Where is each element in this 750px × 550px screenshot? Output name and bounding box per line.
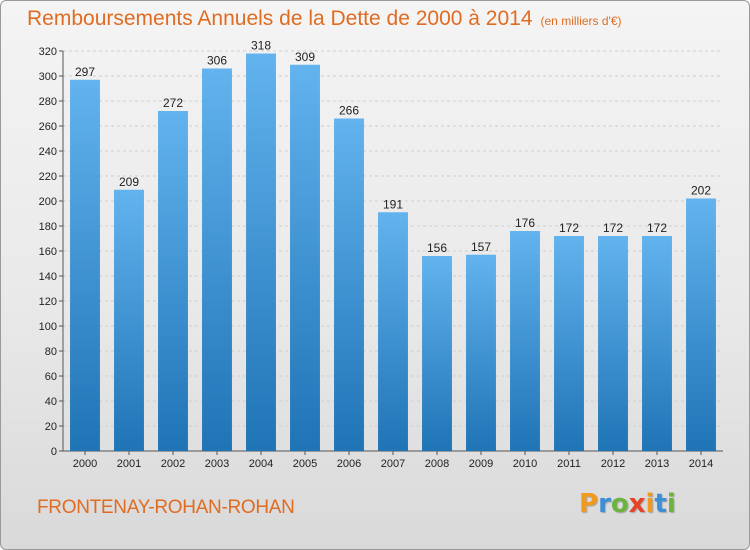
chart-title-text: Remboursements Annuels de la Dette de 20… (27, 7, 533, 30)
value-label: 172 (647, 221, 667, 235)
y-tick-label: 220 (39, 171, 57, 183)
bar-2000 (70, 79, 100, 451)
value-label: 202 (691, 184, 711, 198)
x-tick-label: 2011 (557, 458, 581, 470)
y-tick-label: 300 (39, 71, 57, 83)
bar-2011 (554, 236, 584, 451)
chart-title: Remboursements Annuels de la Dette de 20… (27, 7, 622, 31)
x-tick-label: 2007 (381, 458, 405, 470)
value-label: 309 (295, 50, 315, 64)
bar-2013 (642, 236, 672, 451)
value-label: 157 (471, 240, 491, 254)
value-label: 172 (603, 221, 623, 235)
proxiti-logo: Proxiti (579, 489, 676, 519)
bar-2006 (334, 118, 364, 451)
value-label: 272 (163, 96, 183, 110)
y-tick-label: 140 (39, 271, 57, 283)
value-label: 318 (251, 39, 271, 53)
y-tick-label: 180 (39, 221, 57, 233)
y-tick-label: 20 (45, 421, 57, 433)
bar-2007 (378, 212, 408, 451)
bar-2002 (158, 111, 188, 451)
bar-2008 (422, 256, 452, 451)
bar-2005 (290, 64, 320, 451)
chart-unit: (en milliers d'€) (540, 14, 622, 28)
commune-name: FRONTENAY-ROHAN-ROHAN (37, 497, 295, 518)
bar-2012 (598, 236, 628, 451)
bar-2014 (686, 198, 716, 451)
y-tick-label: 200 (39, 196, 57, 208)
x-tick-label: 2000 (73, 458, 97, 470)
y-tick-label: 60 (45, 371, 57, 383)
y-tick-label: 280 (39, 96, 57, 108)
x-tick-label: 2008 (425, 458, 449, 470)
x-tick-label: 2010 (513, 458, 537, 470)
x-tick-label: 2006 (337, 458, 361, 470)
x-tick-label: 2002 (161, 458, 185, 470)
bar-2003 (202, 68, 232, 451)
x-tick-label: 2003 (205, 458, 229, 470)
y-tick-label: 40 (45, 396, 57, 408)
x-tick-label: 2014 (689, 458, 713, 470)
y-tick-label: 100 (39, 321, 57, 333)
y-tick-label: 320 (39, 46, 57, 58)
x-tick-label: 2009 (469, 458, 493, 470)
bar-2004 (246, 53, 276, 451)
bar-2001 (114, 189, 144, 451)
x-tick-label: 2001 (117, 458, 141, 470)
y-tick-label: 0 (51, 446, 57, 458)
value-label: 172 (559, 221, 579, 235)
value-label: 306 (207, 54, 227, 68)
labels: 297 209 272 306 318 309 266 191 156 157 176 172 172 1… (75, 39, 711, 256)
value-label: 176 (515, 216, 535, 230)
x-tick-label: 2013 (645, 458, 669, 470)
x-tick-label: 2012 (601, 458, 625, 470)
y-tick-label: 120 (39, 296, 57, 308)
value-label: 266 (339, 104, 359, 118)
y-tick-label: 260 (39, 121, 57, 133)
y-tick-label: 160 (39, 246, 57, 258)
value-label: 209 (119, 175, 139, 189)
value-label: 191 (383, 197, 403, 211)
bar-2010 (510, 231, 540, 451)
y-tick-label: 240 (39, 146, 57, 158)
y-tick-label: 80 (45, 346, 57, 358)
bars (70, 53, 716, 451)
x-tick-label: 2004 (249, 458, 273, 470)
value-label: 297 (75, 65, 95, 79)
value-label: 156 (427, 241, 447, 255)
x-tick-label: 2005 (293, 458, 317, 470)
bar-2009 (466, 254, 496, 451)
